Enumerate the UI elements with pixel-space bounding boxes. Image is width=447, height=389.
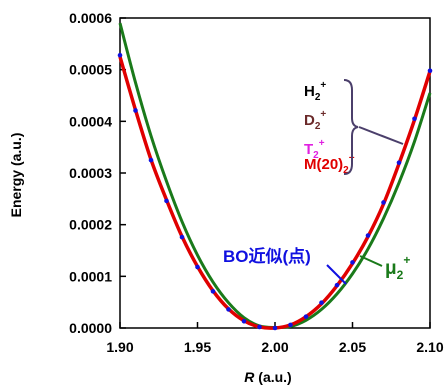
legend-brace bbox=[343, 79, 359, 175]
bo-data-point bbox=[365, 233, 371, 238]
y-tick-label: 0.0004 bbox=[69, 113, 112, 129]
bo-data-point bbox=[288, 322, 293, 328]
legend-entry-h2: H2+ bbox=[304, 80, 326, 103]
x-axis-title-italic: R bbox=[244, 369, 255, 385]
bo-data-point bbox=[303, 314, 309, 319]
x-tick-label: 2.00 bbox=[261, 339, 288, 355]
y-tick-label: 0.0006 bbox=[69, 10, 112, 26]
bo-annotation: BO近似(点) bbox=[223, 246, 347, 285]
plot-frame bbox=[119, 17, 431, 329]
y-tick-label: 0.0003 bbox=[69, 165, 112, 181]
y-tick-label: 0.0001 bbox=[69, 268, 112, 284]
mu-annotation: μ2+ bbox=[359, 253, 410, 282]
legend-entry-d2: D2+ bbox=[304, 109, 326, 132]
mu-annotation-pointer bbox=[359, 255, 383, 267]
bo-data-point bbox=[179, 234, 185, 240]
series-line-red bbox=[118, 56, 432, 330]
legend-pointer-line bbox=[358, 126, 404, 145]
y-tick-label: 0.0005 bbox=[69, 62, 112, 78]
x-axis-title-unit: (a.u.) bbox=[254, 369, 291, 385]
bo-data-point bbox=[412, 116, 417, 122]
legend-entry-t2: T2+ bbox=[304, 138, 325, 161]
series-layer bbox=[118, 22, 432, 330]
bo-data-point bbox=[241, 318, 247, 324]
bo-data-point bbox=[257, 324, 262, 330]
axes-layer: 1.90 1.95 2.00 2.05 2.10 0.0000 0.0001 0.0002 0.… bbox=[69, 10, 444, 355]
bo-data-point bbox=[272, 325, 278, 331]
points-layer bbox=[117, 52, 433, 331]
bo-data-point bbox=[226, 307, 231, 312]
legend-group: H2+ D2+ T2+ M(20)2+ bbox=[304, 79, 404, 176]
x-tick-label: 1.90 bbox=[106, 339, 133, 355]
mu-annotation-label: μ2+ bbox=[385, 253, 410, 282]
bo-data-point bbox=[210, 289, 216, 294]
y-tick-label: 0.0000 bbox=[69, 320, 112, 336]
bo-data-point bbox=[164, 198, 169, 204]
bo-data-point bbox=[148, 157, 154, 163]
bo-annotation-label: BO近似(点) bbox=[223, 246, 311, 266]
bo-data-point bbox=[195, 264, 200, 270]
y-axis-title: Energy (a.u.) bbox=[8, 133, 24, 218]
y-tick-label: 0.0002 bbox=[69, 217, 112, 233]
bo-data-point bbox=[427, 68, 433, 73]
x-tick-label: 1.95 bbox=[184, 339, 211, 355]
x-tick-label: 2.10 bbox=[416, 339, 443, 355]
bo-data-point bbox=[133, 108, 138, 113]
series-line-green bbox=[118, 22, 432, 330]
x-axis-title: R (a.u.) bbox=[244, 369, 291, 385]
bo-data-point bbox=[381, 200, 386, 205]
bo-data-point bbox=[396, 160, 402, 165]
bo-annotation-pointer bbox=[326, 264, 347, 285]
bo-data-point bbox=[117, 52, 123, 58]
x-tick-label: 2.05 bbox=[339, 339, 366, 355]
bo-data-point bbox=[334, 282, 340, 288]
bo-data-point bbox=[350, 260, 355, 265]
bo-data-point bbox=[319, 300, 324, 305]
